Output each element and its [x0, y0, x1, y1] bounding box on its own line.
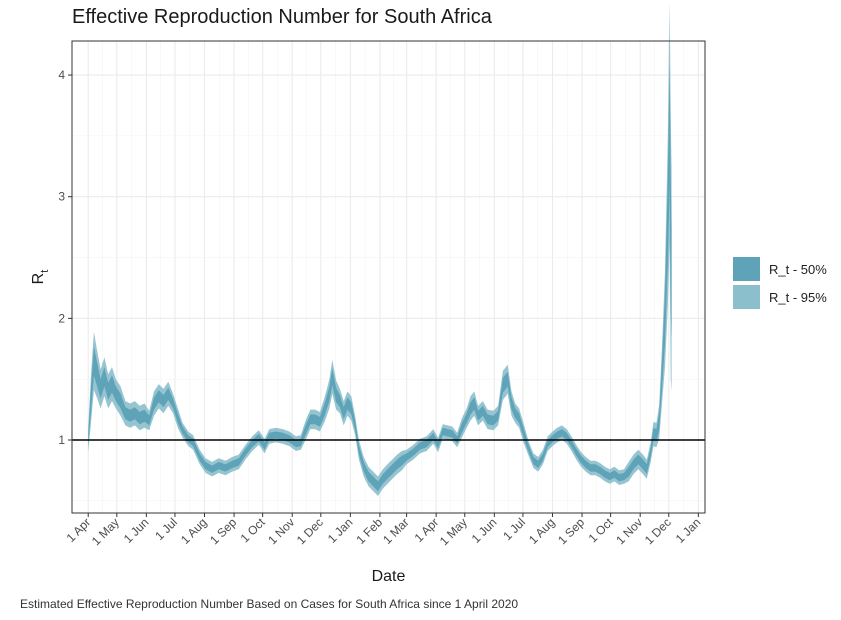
- x-tick-label: 1 Nov: [265, 515, 297, 547]
- x-tick-label: 1 Feb: [353, 515, 385, 547]
- x-tick-label: 1 Jan: [673, 515, 704, 546]
- legend-swatch-50: [733, 257, 760, 281]
- x-tick-label: 1 Jun: [121, 515, 152, 546]
- grid-lines: [72, 41, 705, 513]
- x-tick-label: 1 Apr: [412, 515, 442, 545]
- legend-swatch-95: [733, 285, 760, 309]
- x-tick-label: 1 Dec: [294, 515, 326, 547]
- figure-caption: Estimated Effective Reproduction Number …: [20, 597, 519, 611]
- y-tick-label: 3: [58, 190, 65, 204]
- y-tick-label: 4: [58, 68, 65, 82]
- x-tick-label: 1 Aug: [526, 515, 558, 547]
- x-tick-label: 1 Jun: [469, 515, 500, 546]
- x-tick-label: 1 Oct: [238, 515, 269, 546]
- y-axis-subscript: t: [39, 270, 51, 273]
- legend: R_t - 50% R_t - 95%: [733, 255, 827, 311]
- y-tick-label: 2: [58, 311, 65, 325]
- x-tick-label: 1 Sep: [555, 515, 587, 547]
- y-axis-title: Rt: [30, 270, 51, 285]
- x-axis-title: Date: [372, 568, 406, 585]
- legend-item-50: R_t - 50%: [733, 255, 827, 283]
- x-tick-label: 1 Sep: [207, 515, 239, 547]
- y-tick-label: 1: [58, 433, 65, 447]
- legend-item-95: R_t - 95%: [733, 283, 827, 311]
- x-tick-label: 1 Mar: [380, 515, 412, 547]
- y-axis-symbol: R: [30, 273, 47, 285]
- x-tick-label: 1 Jul: [152, 515, 180, 543]
- x-tick-label: 1 May: [89, 515, 122, 548]
- legend-label-50: R_t - 50%: [769, 261, 827, 277]
- x-tick-label: 1 Nov: [613, 515, 645, 547]
- legend-label-95: R_t - 95%: [769, 289, 827, 305]
- plot-panel: [71, 40, 706, 514]
- x-tick-label: 1 Oct: [586, 515, 617, 546]
- x-tick-label: 1 Jan: [325, 515, 356, 546]
- x-tick-label: 1 Aug: [178, 515, 210, 547]
- x-tick-label: 1 Apr: [64, 515, 94, 545]
- x-tick-label: 1 May: [437, 515, 470, 548]
- x-tick-label: 1 Dec: [642, 515, 674, 547]
- x-tick-label: 1 Jul: [500, 515, 528, 543]
- chart-title: Effective Reproduction Number for South …: [72, 6, 492, 28]
